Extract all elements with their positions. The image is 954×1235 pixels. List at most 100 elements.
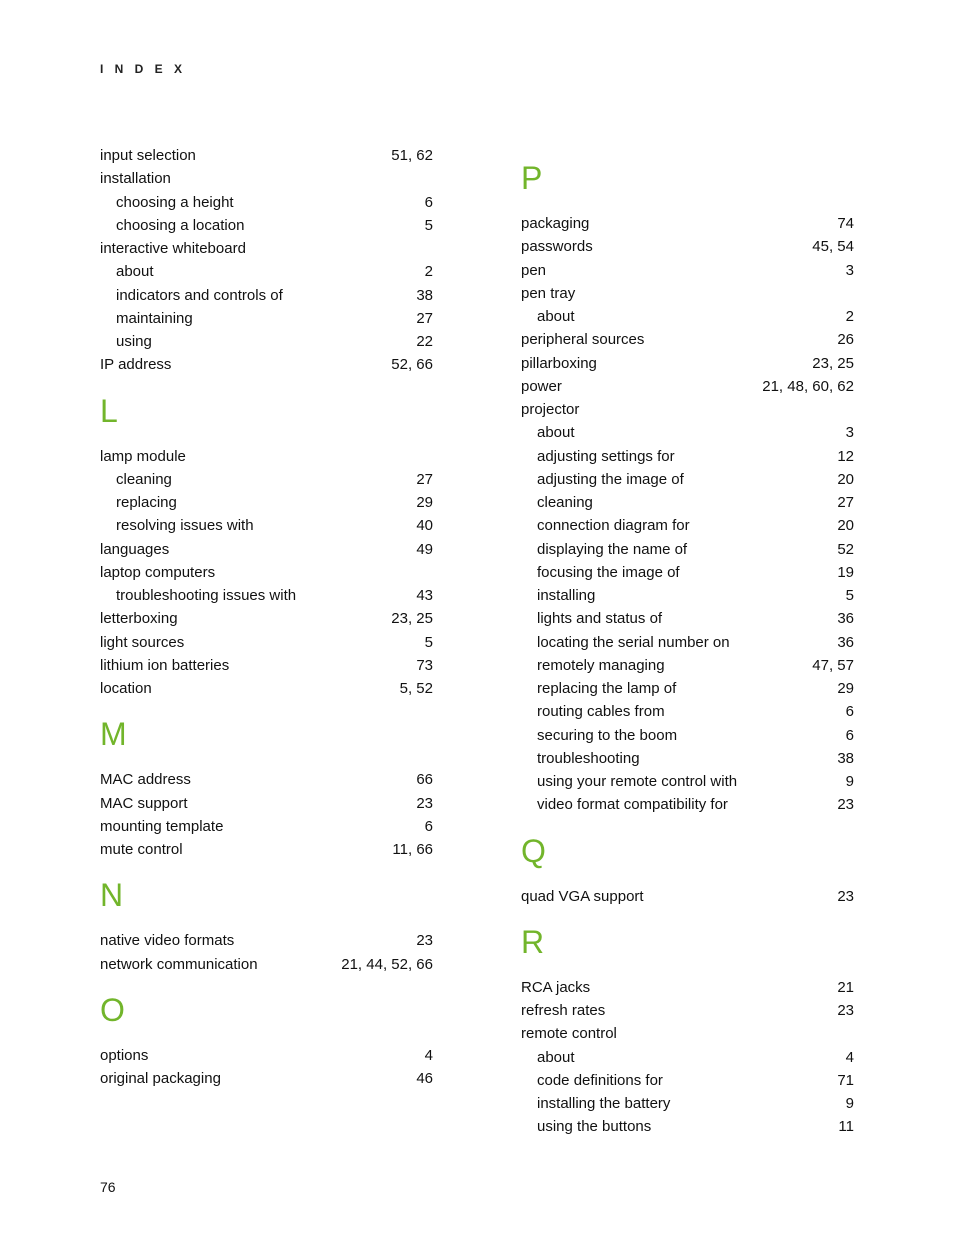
index-entry: locating the serial number on36 bbox=[521, 631, 854, 654]
index-entry: location5, 52 bbox=[100, 677, 433, 700]
page-container: I N D E X input selection51, 62installat… bbox=[0, 0, 954, 1235]
index-entry-pages: 9 bbox=[838, 770, 854, 793]
index-entry-pages: 23 bbox=[829, 999, 854, 1022]
index-entry-pages: 29 bbox=[829, 677, 854, 700]
index-entry: about3 bbox=[521, 421, 854, 444]
index-entry: installing 5 bbox=[521, 584, 854, 607]
index-entry-pages: 21, 48, 60, 62 bbox=[754, 375, 854, 398]
index-entry: mute control11, 66 bbox=[100, 838, 433, 861]
index-entry-label: installation bbox=[100, 167, 171, 190]
index-entry-pages: 74 bbox=[829, 212, 854, 235]
index-entry-pages: 40 bbox=[408, 514, 433, 537]
index-entry-pages: 21, 44, 52, 66 bbox=[333, 953, 433, 976]
index-entry: routing cables from6 bbox=[521, 700, 854, 723]
header-index: I N D E X bbox=[100, 62, 854, 76]
index-entry: native video formats23 bbox=[100, 929, 433, 952]
index-entry: projector bbox=[521, 398, 854, 421]
index-entry: code definitions for71 bbox=[521, 1069, 854, 1092]
page-number: 76 bbox=[100, 1179, 854, 1195]
index-entry-label: focusing the image of bbox=[521, 561, 680, 584]
index-entry-label: installing the battery bbox=[521, 1092, 670, 1115]
index-entry-label: connection diagram for bbox=[521, 514, 690, 537]
index-entry: cleaning27 bbox=[521, 491, 854, 514]
index-entry-label: troubleshooting issues with bbox=[100, 584, 296, 607]
index-entry-pages: 51, 62 bbox=[383, 144, 433, 167]
index-entry: peripheral sources26 bbox=[521, 328, 854, 351]
index-entry: RCA jacks21 bbox=[521, 976, 854, 999]
index-entry-label: replacing bbox=[100, 491, 177, 514]
index-entry: choosing a height6 bbox=[100, 191, 433, 214]
index-entry: replacing the lamp of29 bbox=[521, 677, 854, 700]
index-entry: displaying the name of52 bbox=[521, 538, 854, 561]
index-entry-pages: 43 bbox=[408, 584, 433, 607]
index-entry-label: native video formats bbox=[100, 929, 234, 952]
index-entry-label: about bbox=[521, 305, 575, 328]
index-entry-label: adjusting settings for bbox=[521, 445, 675, 468]
index-entry-pages: 5 bbox=[838, 584, 854, 607]
index-entry: lamp module bbox=[100, 445, 433, 468]
index-entry: indicators and controls of38 bbox=[100, 284, 433, 307]
index-entry: installation bbox=[100, 167, 433, 190]
index-entry: lithium ion batteries 73 bbox=[100, 654, 433, 677]
index-entry-pages: 47, 57 bbox=[804, 654, 854, 677]
section-letter-l: L bbox=[100, 395, 433, 427]
index-entry-label: using bbox=[100, 330, 152, 353]
index-entry-pages: 6 bbox=[417, 815, 433, 838]
column-left: input selection51, 62installationchoosin… bbox=[100, 144, 433, 1139]
index-entry-pages: 36 bbox=[829, 607, 854, 630]
index-entry: original packaging46 bbox=[100, 1067, 433, 1090]
index-entry-pages: 22 bbox=[408, 330, 433, 353]
index-entry-label: locating the serial number on bbox=[521, 631, 730, 654]
index-entry-label: peripheral sources bbox=[521, 328, 644, 351]
section-letter-m: M bbox=[100, 718, 433, 750]
index-entry-pages: 23 bbox=[829, 885, 854, 908]
index-entry-label: using your remote control with bbox=[521, 770, 737, 793]
index-entry: pen3 bbox=[521, 259, 854, 282]
index-entry: refresh rates23 bbox=[521, 999, 854, 1022]
index-entry: options4 bbox=[100, 1044, 433, 1067]
index-entry-label: languages bbox=[100, 538, 169, 561]
index-entry: IP address52, 66 bbox=[100, 353, 433, 376]
index-entry: adjusting settings for12 bbox=[521, 445, 854, 468]
index-entry-label: using the buttons bbox=[521, 1115, 651, 1138]
index-entry-pages: 71 bbox=[829, 1069, 854, 1092]
section-letter-o: O bbox=[100, 994, 433, 1026]
index-entry-pages: 6 bbox=[838, 724, 854, 747]
index-entry-pages: 73 bbox=[408, 654, 433, 677]
index-entry: installing the battery9 bbox=[521, 1092, 854, 1115]
index-entry: video format compatibility for23 bbox=[521, 793, 854, 816]
index-entry-label: resolving issues with bbox=[100, 514, 254, 537]
index-columns: input selection51, 62installationchoosin… bbox=[100, 144, 854, 1139]
index-entry: power21, 48, 60, 62 bbox=[521, 375, 854, 398]
index-entry-pages: 27 bbox=[829, 491, 854, 514]
index-entry-label: lights and status of bbox=[521, 607, 662, 630]
index-entry-label: about bbox=[521, 1046, 575, 1069]
index-entry: laptop computers bbox=[100, 561, 433, 584]
index-entry-label: pillarboxing bbox=[521, 352, 597, 375]
index-entry-label: light sources bbox=[100, 631, 184, 654]
index-entry: securing to the boom6 bbox=[521, 724, 854, 747]
index-entry-label: lithium ion batteries bbox=[100, 654, 229, 677]
index-entry-pages: 5 bbox=[417, 631, 433, 654]
index-entry-label: packaging bbox=[521, 212, 589, 235]
index-entry-label: pen tray bbox=[521, 282, 575, 305]
index-entry-label: choosing a location bbox=[100, 214, 244, 237]
index-entry: focusing the image of19 bbox=[521, 561, 854, 584]
index-entry-label: installing bbox=[521, 584, 595, 607]
index-entry: pillarboxing23, 25 bbox=[521, 352, 854, 375]
index-entry: remotely managing47, 57 bbox=[521, 654, 854, 677]
index-entry-label: adjusting the image of bbox=[521, 468, 684, 491]
index-entry-label: about bbox=[100, 260, 154, 283]
section-letter-q: Q bbox=[521, 835, 854, 867]
index-entry-label: RCA jacks bbox=[521, 976, 590, 999]
index-entry: interactive whiteboard bbox=[100, 237, 433, 260]
index-entry-pages: 20 bbox=[829, 468, 854, 491]
index-entry-label: IP address bbox=[100, 353, 171, 376]
index-entry-label: cleaning bbox=[100, 468, 172, 491]
index-entry: letterboxing23, 25 bbox=[100, 607, 433, 630]
index-entry: network communication21, 44, 52, 66 bbox=[100, 953, 433, 976]
section-letter-p: P bbox=[521, 162, 854, 194]
index-entry-pages: 27 bbox=[408, 468, 433, 491]
index-entry-pages: 6 bbox=[838, 700, 854, 723]
index-entry-pages: 4 bbox=[838, 1046, 854, 1069]
